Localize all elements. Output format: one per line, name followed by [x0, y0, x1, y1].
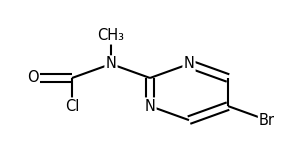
Text: CH₃: CH₃: [98, 28, 124, 43]
Text: O: O: [27, 71, 39, 85]
Text: Cl: Cl: [65, 99, 79, 114]
Text: N: N: [184, 56, 194, 71]
Text: Br: Br: [259, 113, 275, 128]
Text: N: N: [145, 99, 155, 114]
Text: N: N: [106, 56, 116, 71]
